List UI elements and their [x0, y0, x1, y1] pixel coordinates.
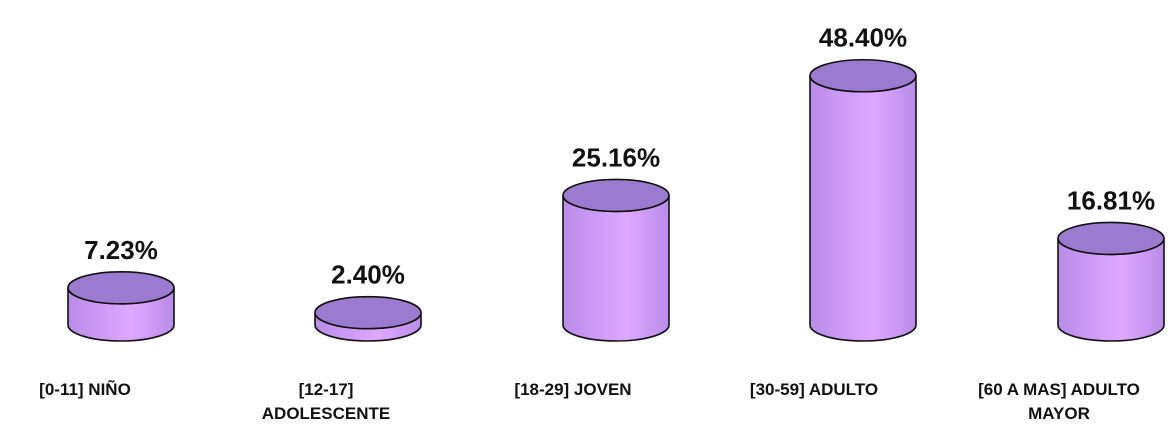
cylinder-bar: [1057, 221, 1165, 342]
value-label: 16.81%: [1067, 185, 1155, 215]
cylinder-top: [809, 58, 917, 93]
cylinder-top: [1057, 221, 1165, 256]
cylinder-bar: [809, 58, 917, 342]
cylinder-top: [314, 295, 422, 330]
cylinder-body: [809, 75, 917, 342]
cylinder-top: [67, 270, 175, 305]
category-label: [0-11] NIÑO: [39, 380, 131, 399]
value-label: 25.16%: [572, 142, 660, 172]
value-label: 2.40%: [331, 260, 405, 290]
cylinder-body: [562, 195, 670, 342]
category-label: [18-29] JOVEN: [514, 380, 632, 399]
cylinder-bar: [67, 270, 175, 342]
cylinder-top: [562, 178, 670, 213]
cylinder-bar: [314, 295, 422, 342]
value-label: 7.23%: [84, 235, 158, 265]
cylinder-bar: [562, 178, 670, 342]
value-label: 48.40%: [819, 23, 907, 53]
category-label: [30-59] ADULTO: [749, 380, 879, 399]
category-label: [12-17] ADOLESCENTE: [261, 380, 391, 423]
category-label: [60 A MAS] ADULTO MAYOR: [978, 380, 1140, 423]
